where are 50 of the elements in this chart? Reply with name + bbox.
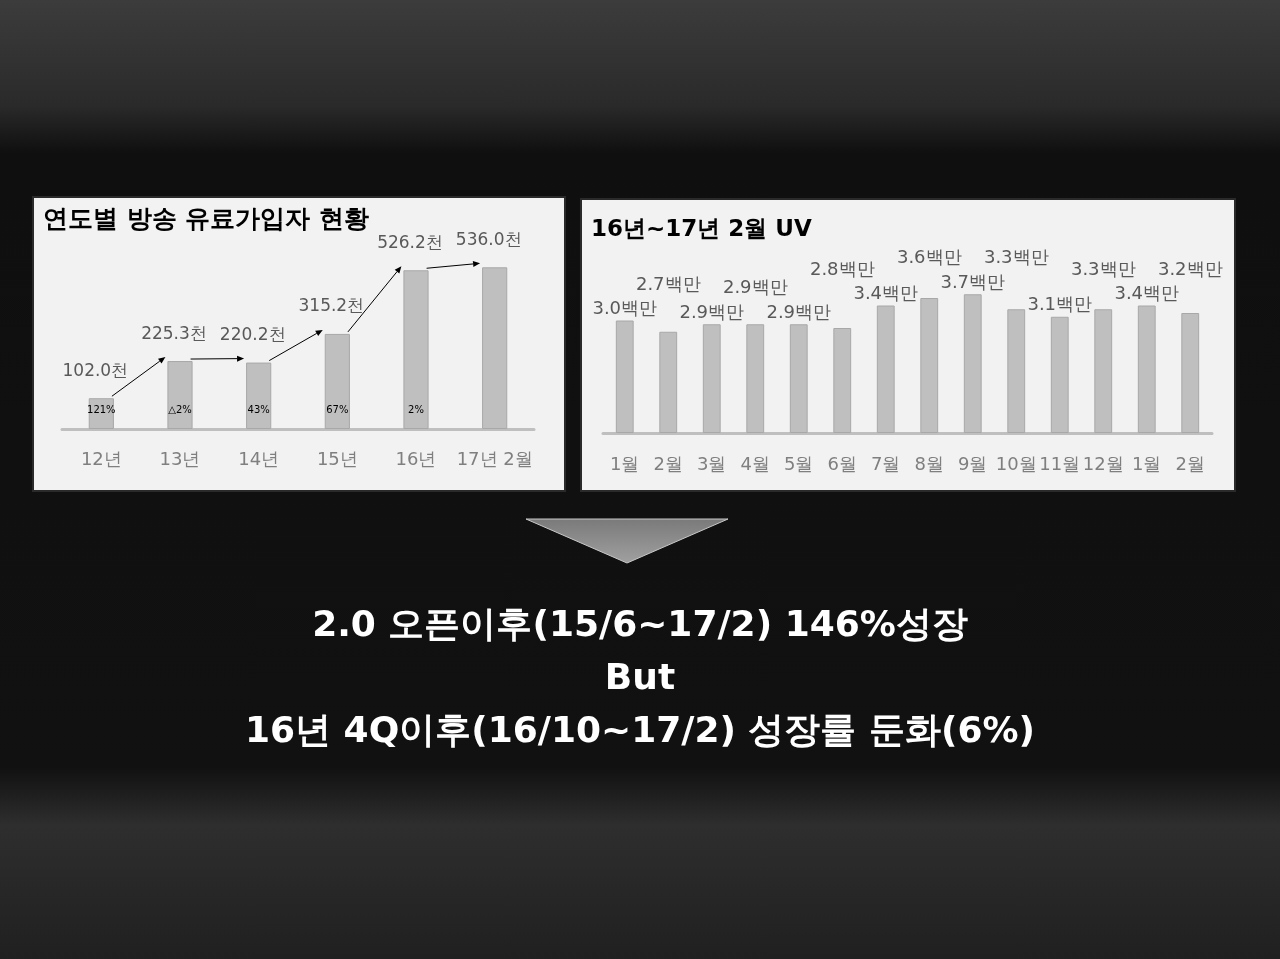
x-tick-label: 6월 xyxy=(827,452,857,474)
x-tick-label: 17년 2월 xyxy=(456,447,533,469)
annotation: 2% xyxy=(408,403,424,415)
data-label: 3.2백만 xyxy=(1157,257,1223,279)
x-tick-label: 5월 xyxy=(784,452,814,474)
data-label: 2.9백만 xyxy=(679,300,745,322)
x-tick-label: 16년 xyxy=(395,447,437,469)
text: 16년 4Q이후(16/10~17/2) 성장률 둔화(6%) xyxy=(244,708,1036,752)
chart-title: 16년~17년 2월 UV xyxy=(591,214,812,241)
x-tick-label: 1월 xyxy=(610,452,640,474)
x-tick-label: 12월 xyxy=(1082,452,1124,474)
x-tick-label: 1월 xyxy=(1132,452,1162,474)
data-label: 3.4백만 xyxy=(853,282,919,303)
x-tick-label: 8월 xyxy=(914,452,944,474)
annotation: 121% xyxy=(87,403,116,415)
x-tick-label: 13년 xyxy=(159,447,201,469)
data-label: 3.1백만 xyxy=(1027,293,1093,315)
annotation: 43% xyxy=(247,403,270,415)
x-tick-label: 3월 xyxy=(697,452,727,474)
text: 2.0 오픈이후(15/6~17/2) 146%성장 xyxy=(312,602,968,646)
data-label: 2.8백만 xyxy=(809,257,875,279)
x-tick-label: 7월 xyxy=(871,452,901,474)
x-tick-label: 10월 xyxy=(995,452,1037,474)
x-tick-label: 4월 xyxy=(740,452,770,474)
x-tick-label: 12년 xyxy=(80,447,122,469)
data-label: 3.0백만 xyxy=(592,297,658,318)
data-label: 526.2천 xyxy=(377,231,443,252)
data-label: 2.7백만 xyxy=(635,272,701,294)
data-label: 3.3백만 xyxy=(983,246,1049,268)
x-tick-label: 2월 xyxy=(1175,452,1205,474)
chart-title: 연도별 방송 유료가입자 현황 xyxy=(43,204,370,233)
annotation: 67% xyxy=(326,403,349,415)
data-label: 315.2천 xyxy=(298,295,365,316)
annotation: △2% xyxy=(168,403,192,415)
data-label: 220.2천 xyxy=(219,324,286,345)
data-label: 3.3백만 xyxy=(1070,257,1136,279)
data-label: 225.3천 xyxy=(141,322,207,343)
data-label: 2.9백만 xyxy=(766,300,832,322)
x-tick-label: 15년 xyxy=(316,447,358,469)
x-tick-label: 9월 xyxy=(958,452,988,474)
x-tick-label: 2월 xyxy=(653,452,683,474)
x-tick-label: 11월 xyxy=(1039,452,1081,474)
data-label: 102.0천 xyxy=(62,359,129,380)
data-label: 2.9백만 xyxy=(722,276,788,298)
data-label: 536.0천 xyxy=(455,228,522,249)
data-label: 3.7백만 xyxy=(940,270,1006,292)
data-label: 3.6백만 xyxy=(896,246,962,268)
x-tick-label: 14년 xyxy=(238,447,280,469)
text: But xyxy=(604,655,676,699)
data-label: 3.4백만 xyxy=(1114,282,1180,303)
